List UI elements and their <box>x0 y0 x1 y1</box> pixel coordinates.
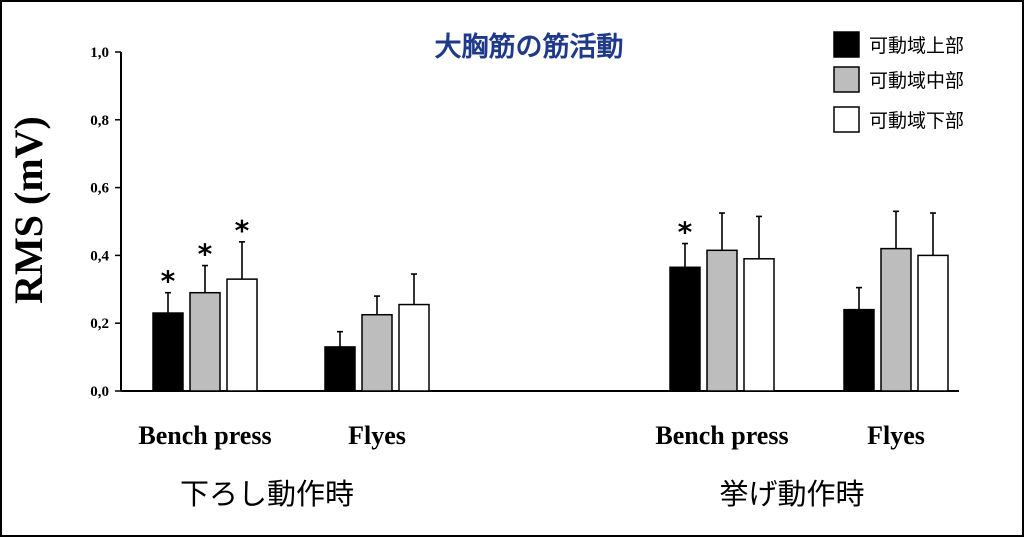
y-tick-label: 0,8 <box>90 113 109 129</box>
y-tick-label: 0,2 <box>90 316 109 332</box>
y-axis-label: RMS (mV) <box>6 116 51 304</box>
bars: * * * * <box>152 210 949 392</box>
bar <box>189 291 221 392</box>
phase-label-lifting: 挙げ動作時 <box>719 477 864 511</box>
bar <box>743 258 775 392</box>
x-tick-label: Bench press <box>655 421 788 450</box>
bar <box>669 266 701 392</box>
legend-swatch-lower <box>833 106 860 133</box>
legend: 可動域上部 可動域中部 可動域下部 <box>833 31 964 133</box>
bar <box>843 308 875 392</box>
y-tick-label: 0,6 <box>90 181 109 197</box>
significance-marker: * <box>235 214 250 247</box>
legend-label-middle: 可動域中部 <box>869 70 964 92</box>
x-tick-label: Flyes <box>867 421 925 450</box>
bar <box>706 249 738 392</box>
significance-marker: * <box>678 216 693 249</box>
bar <box>917 254 949 392</box>
x-tick-labels: Bench press Flyes Bench press Flyes <box>138 421 924 450</box>
legend-swatch-upper <box>833 31 860 58</box>
bar <box>398 303 430 392</box>
significance-marker: * <box>198 238 213 271</box>
chart-title: 大胸筋の筋活動 <box>435 31 624 63</box>
y-tick-label: 0,0 <box>90 384 109 400</box>
significance-marker: * <box>161 265 176 298</box>
bar <box>152 312 184 392</box>
x-tick-label: Flyes <box>348 421 406 450</box>
legend-label-upper: 可動域上部 <box>869 35 964 57</box>
bar <box>324 346 356 392</box>
y-tick-label: 1,0 <box>90 45 109 61</box>
legend-swatch-middle <box>833 66 860 93</box>
bar <box>361 313 393 392</box>
x-tick-label: Bench press <box>138 421 271 450</box>
bar <box>880 247 912 392</box>
y-ticks: 0,0 0,2 0,4 0,6 0,8 1,0 <box>90 45 121 400</box>
bar <box>226 278 258 392</box>
y-tick-label: 0,4 <box>90 248 109 264</box>
legend-label-lower: 可動域下部 <box>869 110 964 132</box>
phase-label-lowering: 下ろし動作時 <box>180 477 354 511</box>
